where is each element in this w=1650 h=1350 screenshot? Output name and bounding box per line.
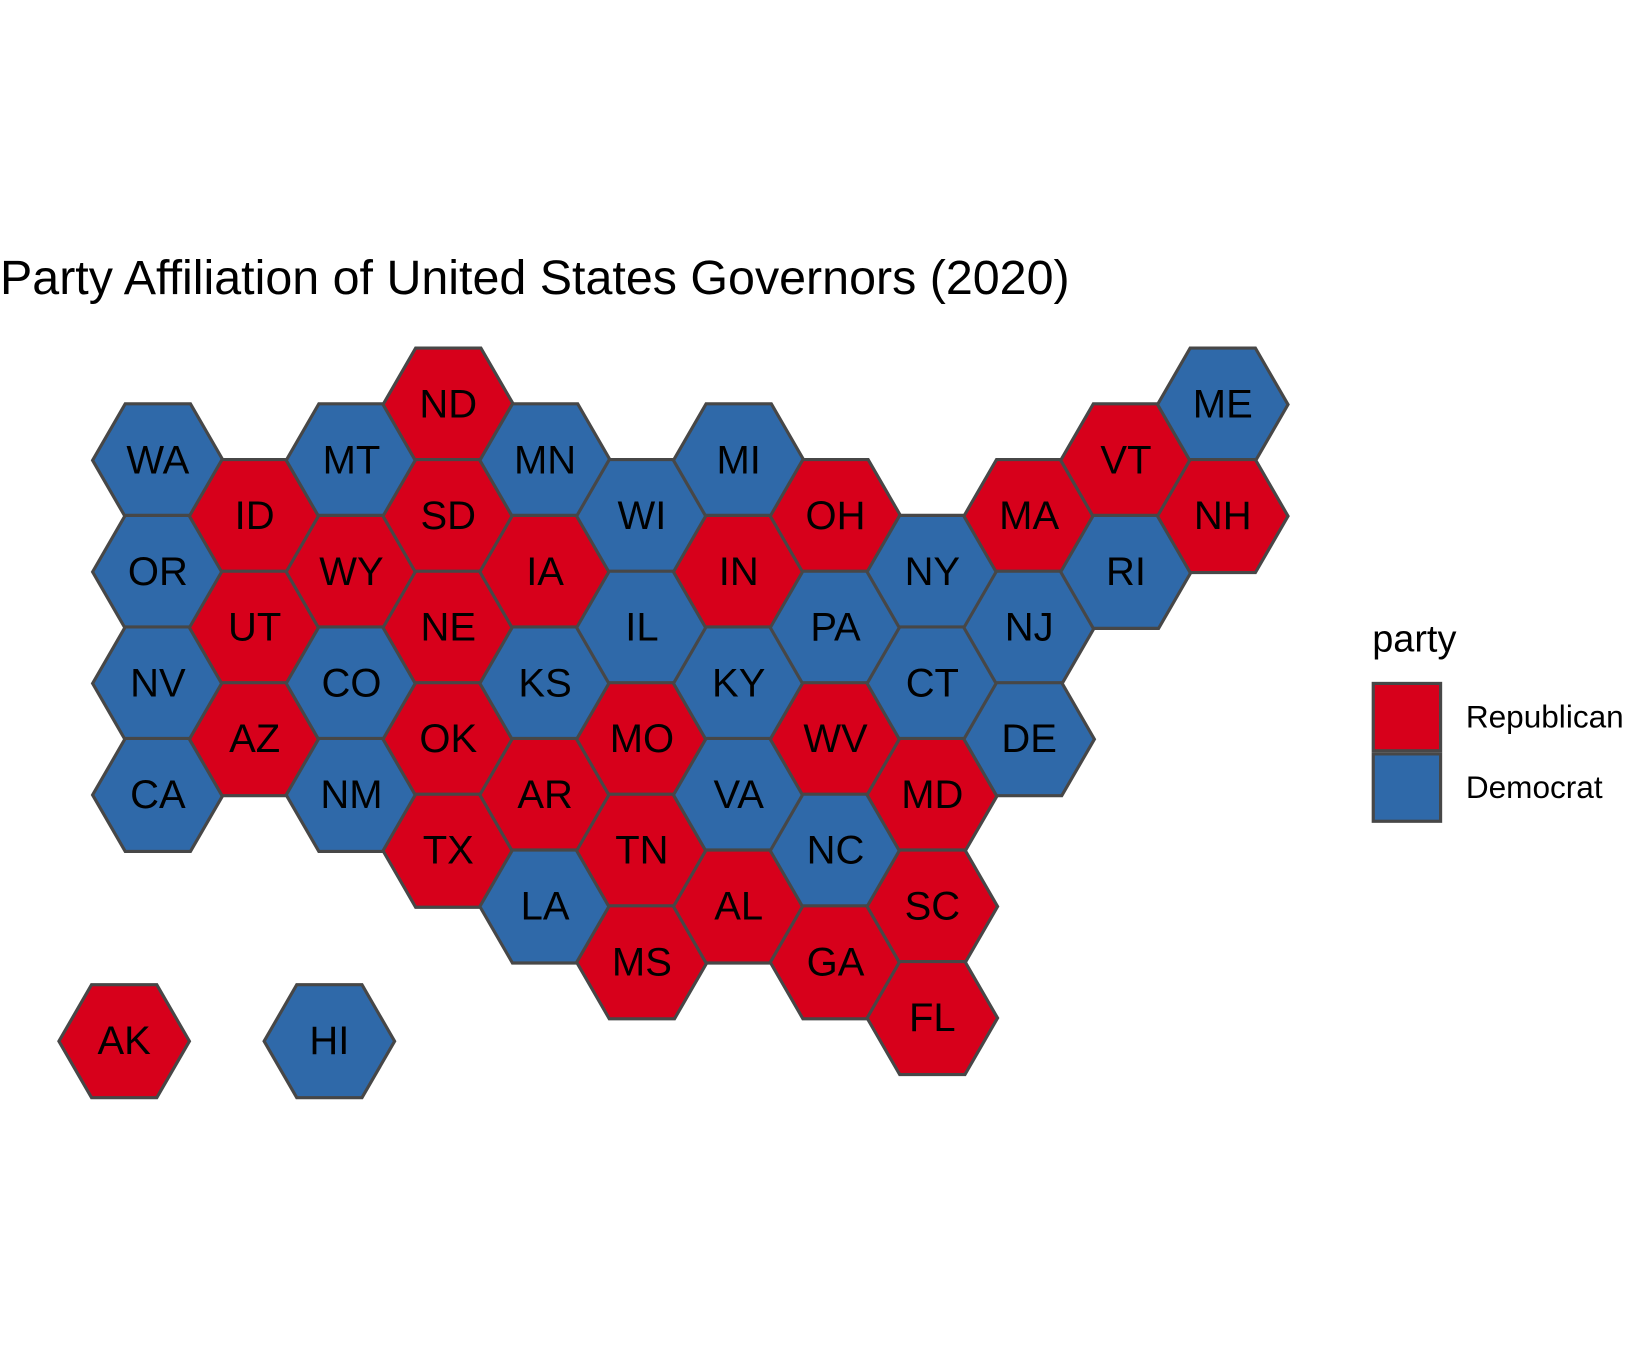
state-label: MI [717,438,761,482]
state-label: ID [235,494,275,538]
state-label: AZ [229,717,280,761]
state-hex [1155,458,1290,575]
state-label: NE [421,606,477,650]
state-label: LA [521,885,570,929]
state-label: WY [319,550,383,594]
state-label: NV [130,661,186,705]
state-label: NM [320,773,382,817]
state-label: WV [803,717,868,761]
state-label: KS [518,661,571,705]
legend-title: party [1372,618,1456,660]
state-label: NC [807,829,865,873]
state-label: IA [526,550,564,594]
state-label: KY [712,661,765,705]
state-label: RI [1106,550,1146,594]
state-label: SC [905,885,961,929]
state-label: CO [321,661,381,705]
state-label: MS [612,940,672,984]
state-label: IN [719,550,759,594]
state-label: MA [999,494,1059,538]
state-label: MT [323,438,381,482]
legend-key [1371,752,1443,823]
state-label: MN [514,438,576,482]
state-label: WA [126,438,189,482]
state-label: OK [419,717,477,761]
state-label: MD [901,773,963,817]
state-label: ME [1193,383,1253,427]
state-label: VT [1100,438,1151,482]
state-label: TN [615,829,668,873]
state-label: NY [905,550,961,594]
legend-label: Democrat [1466,769,1603,805]
state-label: ND [419,383,477,427]
legend-key [1371,681,1443,753]
state-hex [262,983,397,1100]
state-label: WI [617,494,666,538]
state-label: OR [128,550,188,594]
state-label: MO [610,717,674,761]
state-label: SD [421,494,477,538]
map-title: Party Affiliation of United States Gover… [0,251,1070,305]
state-label: UT [228,606,281,650]
state-label: IL [625,606,658,650]
state-label: OH [806,494,866,538]
state-label: GA [807,940,865,984]
state-label: CA [130,773,186,817]
state-label: AR [517,773,573,817]
state-label: AL [714,885,763,929]
state-label: VA [714,773,765,817]
state-label: PA [810,606,861,650]
state-hex [962,681,1097,798]
state-label: HI [309,1019,349,1063]
state-label: CT [906,661,959,705]
state-label: DE [1001,717,1057,761]
state-hex [865,959,1000,1077]
state-label: AK [98,1019,152,1063]
state-hex [57,983,192,1100]
legend-label: Republican [1466,699,1624,735]
state-label: NJ [1005,606,1054,650]
state-label: TX [423,829,474,873]
state-label: NH [1194,494,1252,538]
state-label: FL [909,996,956,1040]
